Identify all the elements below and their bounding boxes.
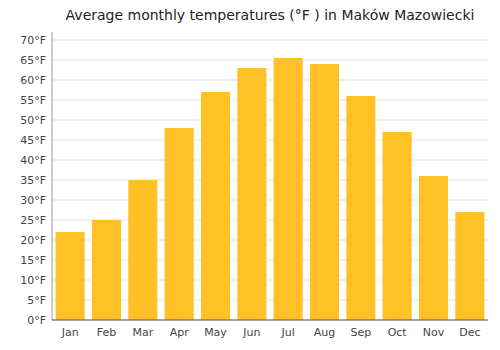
grid: [52, 40, 488, 320]
bar: [92, 220, 121, 320]
y-tick-label: 35°F: [20, 174, 46, 187]
bar: [310, 64, 339, 320]
y-axis-line: [52, 32, 53, 320]
x-axis-line: [52, 320, 488, 321]
x-tick-label: Sep: [350, 326, 371, 339]
grid-line: [52, 140, 488, 141]
grid-line: [52, 320, 488, 321]
y-tick-label: 20°F: [20, 234, 46, 247]
bar: [274, 58, 303, 320]
y-tick-label: 30°F: [20, 194, 46, 207]
chart: Average monthly temperatures (°F ) in Ma…: [0, 0, 500, 350]
y-tick-label: 25°F: [20, 214, 46, 227]
x-tick-label: Feb: [97, 326, 116, 339]
bar: [201, 92, 230, 320]
bar: [419, 176, 448, 320]
x-tick-label: Aug: [314, 326, 335, 339]
grid-line: [52, 60, 488, 61]
page: {"chart_data": {"type": "bar", "title": …: [0, 0, 500, 350]
y-tick-label: 65°F: [20, 54, 46, 67]
grid-line: [52, 100, 488, 101]
bar: [128, 180, 157, 320]
grid-line: [52, 160, 488, 161]
y-tick-label: 45°F: [20, 134, 46, 147]
x-tick-label: Dec: [459, 326, 480, 339]
x-tick-label: Jul: [281, 326, 295, 339]
x-tick-label: May: [204, 326, 227, 339]
x-tick-label: Apr: [170, 326, 190, 339]
x-tick-label: Oct: [388, 326, 408, 339]
x-tick-label: Jun: [242, 326, 260, 339]
x-tick-label: Nov: [423, 326, 445, 339]
y-tick-label: 60°F: [20, 74, 46, 87]
y-axis: 0°F 5°F 10°F 15°F 20°F 25°F 30°F 35°F 40°F 45°F 50…: [20, 32, 52, 327]
y-tick-label: 10°F: [20, 274, 46, 287]
bar: [383, 132, 412, 320]
bar: [237, 68, 266, 320]
y-tick-label: 50°F: [20, 114, 46, 127]
y-tick-label: 55°F: [20, 94, 46, 107]
title: Average monthly temperatures (°F ) in Ma…: [66, 7, 475, 23]
grid-line: [52, 80, 488, 81]
grid-line: [52, 120, 488, 121]
y-tick-label: 70°F: [20, 34, 46, 47]
grid-line: [52, 40, 488, 41]
bars: [56, 58, 485, 320]
x-tick-label: Mar: [132, 326, 153, 339]
bar: [455, 212, 484, 320]
bar: [165, 128, 194, 320]
x-tick-label: Jan: [61, 326, 79, 339]
bar: [56, 232, 85, 320]
y-tick-label: 5°F: [27, 294, 46, 307]
y-tick-label: 15°F: [20, 254, 46, 267]
y-tick-label: 0°F: [27, 314, 46, 327]
x-axis: Jan Feb Mar Apr May Jun Jul Aug Sep Oct Nov Dec: [52, 320, 488, 339]
y-tick-label: 40°F: [20, 154, 46, 167]
bar: [346, 96, 375, 320]
